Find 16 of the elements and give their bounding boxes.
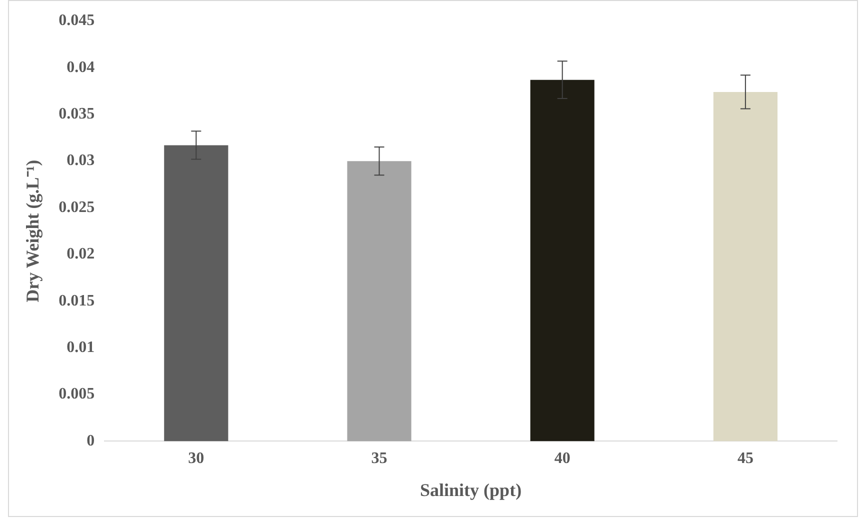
y-tick-label: 0 <box>86 432 95 450</box>
y-tick-label: 0.005 <box>58 386 95 403</box>
y-tick-label: 0.015 <box>58 292 95 310</box>
y-tick-label: 0.025 <box>58 198 95 216</box>
x-axis-title: Salinity (ppt) <box>420 480 522 500</box>
y-tick-label: 0.01 <box>66 338 95 356</box>
y-tick-label: 0.035 <box>58 106 95 123</box>
x-tick-label: 35 <box>371 450 388 467</box>
y-tick-label: 0.02 <box>66 246 95 263</box>
y-tick-label: 0.045 <box>58 12 95 30</box>
x-tick-label: 45 <box>737 450 754 467</box>
x-tick-label: 40 <box>554 450 570 467</box>
y-tick-label: 0.03 <box>66 152 95 170</box>
x-tick-label: 30 <box>188 450 204 467</box>
y-tick-label: 0.04 <box>66 58 95 76</box>
y-axis-title: Dry Weight (g.L⁻¹) <box>22 160 42 302</box>
